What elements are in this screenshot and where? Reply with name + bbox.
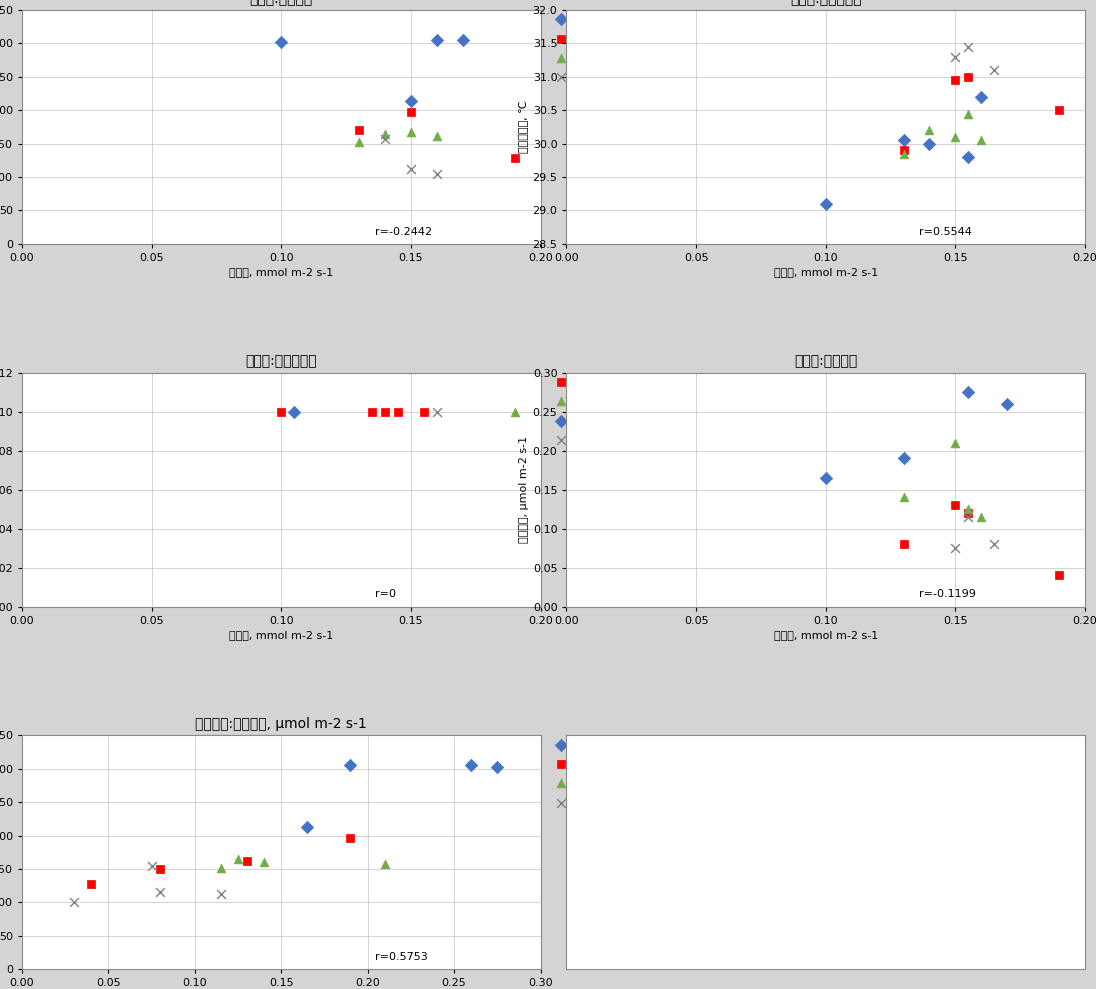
동부카바X2000 xyxy=(985,536,1003,552)
동부전착제X2000 xyxy=(82,875,100,891)
동부카바X2000 xyxy=(960,39,978,54)
Text: r=-0.1199: r=-0.1199 xyxy=(920,589,975,599)
control-1 xyxy=(454,32,471,47)
control-2 xyxy=(376,126,393,141)
control-2 xyxy=(972,133,990,148)
control-2 xyxy=(921,123,938,138)
동부전착제X2000 xyxy=(960,69,978,85)
control-1 xyxy=(376,404,393,419)
동부카바X2000 xyxy=(402,161,420,177)
control-1 xyxy=(463,758,480,773)
control-1 xyxy=(998,396,1016,411)
control-1 xyxy=(389,404,407,419)
control-2 xyxy=(894,145,912,161)
Legend: control-1, 동부전착제X2000, control-2, 동부카바X2000: control-1, 동부전착제X2000, control-2, 동부카바X2… xyxy=(551,10,640,86)
동부카바X2000 xyxy=(151,884,169,900)
control-2 xyxy=(351,135,368,150)
Title: 증산율:잎표면온도: 증산율:잎표면온도 xyxy=(790,0,861,6)
동부전착제X2000 xyxy=(342,830,359,846)
동부전착제X2000 xyxy=(402,104,420,120)
동부카바X2000 xyxy=(429,404,446,419)
control-2 xyxy=(960,106,978,122)
control-2 xyxy=(255,854,273,870)
Title: 증산율:광합성율: 증산율:광합성율 xyxy=(795,355,857,369)
Text: r=0: r=0 xyxy=(375,589,396,599)
Text: r=0.5753: r=0.5753 xyxy=(375,951,427,962)
control-1 xyxy=(972,89,990,105)
동부전착제X2000 xyxy=(506,150,524,166)
Title: 증산율:기공전도도: 증산율:기공전도도 xyxy=(246,355,317,369)
Text: r=-0.2442: r=-0.2442 xyxy=(375,226,432,236)
control-1 xyxy=(429,32,446,47)
control-2 xyxy=(960,501,978,517)
동부전착제X2000 xyxy=(960,505,978,521)
control-1 xyxy=(273,404,290,419)
Legend: control-1, 동부전착제X2000, control-2, 동부카바X2000: control-1, 동부전착제X2000, control-2, 동부카바X2… xyxy=(551,373,640,449)
control-2 xyxy=(429,128,446,143)
동부전착제X2000 xyxy=(1050,102,1068,118)
Y-axis label: 광합성율, μmol m-2 s-1: 광합성율, μmol m-2 s-1 xyxy=(518,436,528,543)
control-1 xyxy=(960,384,978,400)
control-2 xyxy=(947,129,964,144)
동부카바X2000 xyxy=(376,131,393,146)
동부카바X2000 xyxy=(947,540,964,556)
Text: r=0.5544: r=0.5544 xyxy=(920,226,972,236)
Title: 광합성율:유효광량, μmol m-2 s-1: 광합성율:유효광량, μmol m-2 s-1 xyxy=(195,717,367,731)
control-2 xyxy=(972,509,990,525)
동부전착제X2000 xyxy=(947,497,964,513)
control-1 xyxy=(921,135,938,151)
동부전착제X2000 xyxy=(351,123,368,138)
control-1 xyxy=(894,450,912,466)
control-1 xyxy=(342,758,359,773)
동부전착제X2000 xyxy=(238,853,255,868)
X-axis label: 증산율, mmol m-2 s-1: 증산율, mmol m-2 s-1 xyxy=(774,267,878,277)
control-2 xyxy=(402,124,420,139)
control-2 xyxy=(947,435,964,451)
동부카바X2000 xyxy=(429,166,446,182)
control-1 xyxy=(273,34,290,49)
control-1 xyxy=(415,404,433,419)
X-axis label: 증산율, mmol m-2 s-1: 증산율, mmol m-2 s-1 xyxy=(229,267,333,277)
X-axis label: 증산율, mmol m-2 s-1: 증산율, mmol m-2 s-1 xyxy=(229,630,333,640)
동부카바X2000 xyxy=(985,62,1003,78)
동부전착제X2000 xyxy=(894,536,912,552)
동부카바X2000 xyxy=(65,894,82,910)
동부카바X2000 xyxy=(212,886,229,902)
control-1 xyxy=(298,819,316,835)
Legend: control-1, 동부전착제X2000, control-2, 동부카바X2000: control-1, 동부전착제X2000, control-2, 동부카바X2… xyxy=(551,735,640,812)
동부전착제X2000 xyxy=(947,72,964,88)
control-1 xyxy=(402,94,420,110)
동부전착제X2000 xyxy=(151,861,169,877)
X-axis label: 증산율, mmol m-2 s-1: 증산율, mmol m-2 s-1 xyxy=(774,630,878,640)
동부전착제X2000 xyxy=(894,142,912,158)
control-1 xyxy=(489,760,506,775)
control-2 xyxy=(894,490,912,505)
control-2 xyxy=(229,851,247,866)
동부전착제X2000 xyxy=(1050,568,1068,584)
control-1 xyxy=(363,404,380,419)
동부전착제X2000 xyxy=(506,404,524,419)
control-1 xyxy=(817,196,834,212)
동부카바X2000 xyxy=(960,509,978,525)
control-2 xyxy=(212,859,229,875)
control-2 xyxy=(376,855,393,871)
control-2 xyxy=(285,404,302,419)
동부카바X2000 xyxy=(142,857,160,873)
control-1 xyxy=(817,470,834,486)
control-1 xyxy=(894,133,912,148)
동부카바X2000 xyxy=(947,48,964,64)
Y-axis label: 잎표면온도, ℃: 잎표면온도, ℃ xyxy=(518,101,528,153)
control-1 xyxy=(960,149,978,165)
Title: 증산율:유효광량: 증산율:유효광량 xyxy=(250,0,312,6)
